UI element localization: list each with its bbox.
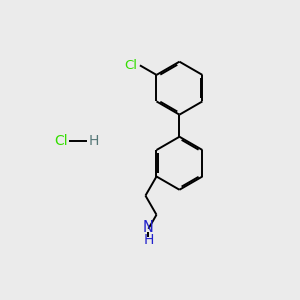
- Text: H: H: [143, 233, 154, 247]
- Text: Cl: Cl: [54, 134, 68, 148]
- Text: N: N: [143, 220, 154, 235]
- Text: H: H: [89, 134, 99, 148]
- Text: Cl: Cl: [124, 59, 138, 72]
